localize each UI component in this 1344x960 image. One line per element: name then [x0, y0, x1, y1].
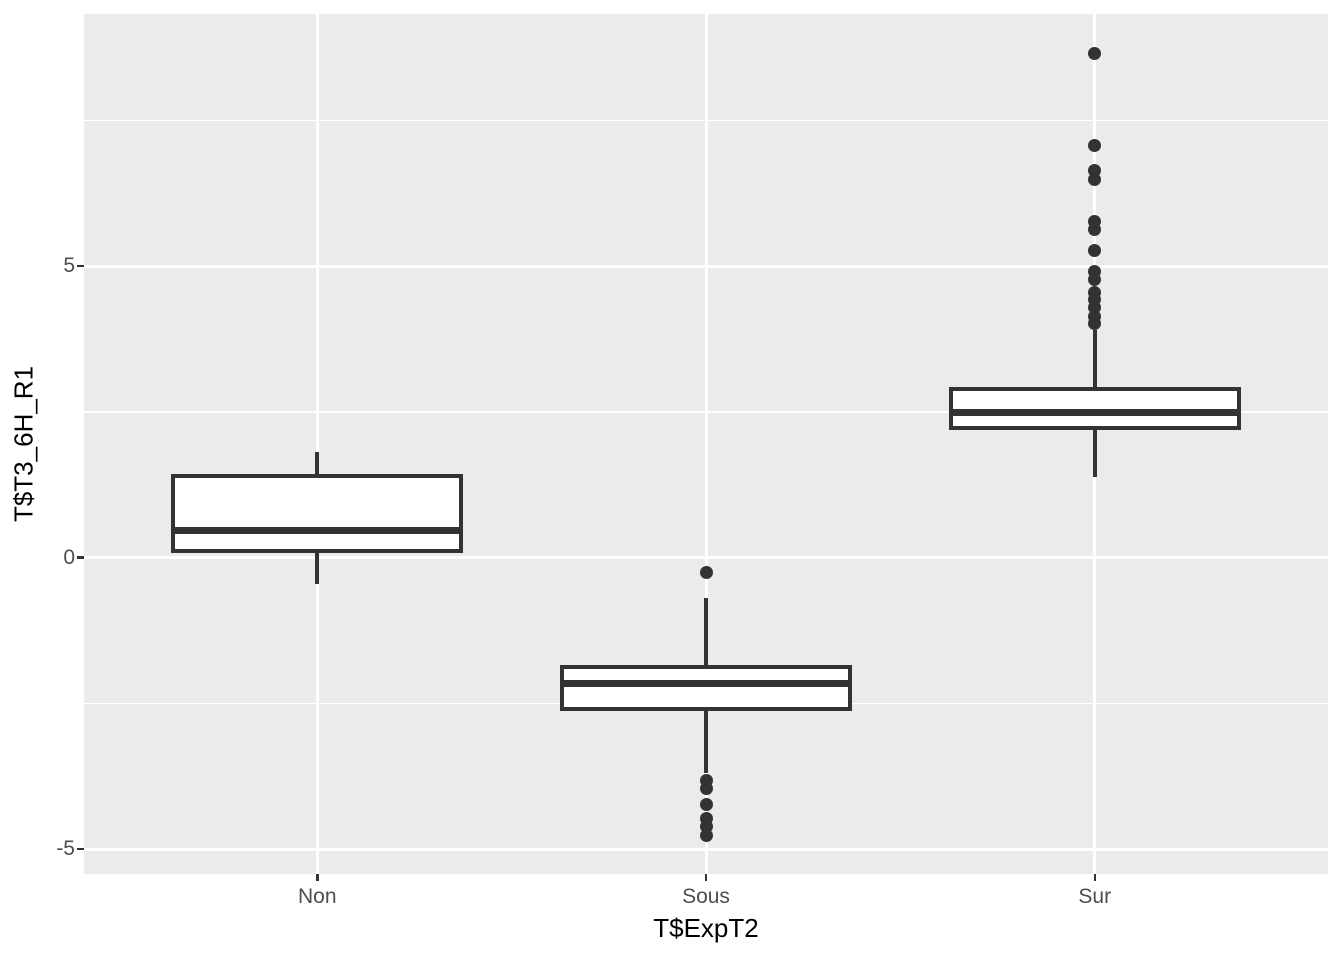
median-line — [948, 409, 1241, 417]
upper-whisker — [1092, 330, 1097, 387]
x-axis-title: T$ExpT2 — [653, 913, 759, 943]
boxplot-box — [560, 664, 852, 711]
outlier-point — [1088, 265, 1102, 279]
y-tick-label: 5 — [63, 254, 75, 277]
boxplot-box — [171, 474, 464, 554]
outlier-point — [1088, 244, 1102, 258]
median-line — [171, 526, 464, 534]
x-tick-mark — [704, 874, 708, 881]
major-gridline-vertical — [315, 14, 319, 874]
upper-whisker — [315, 451, 320, 475]
lower-whisker — [704, 710, 708, 774]
lower-whisker — [1092, 429, 1097, 478]
x-tick-label: Non — [297, 885, 337, 908]
boxplot-box — [948, 386, 1241, 430]
median-line — [560, 679, 852, 687]
outlier-point — [1088, 164, 1102, 178]
x-tick-label: Sur — [1078, 885, 1112, 908]
major-gridline-vertical — [704, 14, 708, 874]
y-tick-mark — [77, 847, 84, 851]
outlier-point — [1088, 285, 1102, 299]
outlier-point — [699, 828, 713, 842]
lower-whisker — [315, 553, 320, 584]
x-tick-mark — [1093, 874, 1096, 881]
outlier-point — [1088, 139, 1102, 153]
y-tick-label: 0 — [63, 545, 75, 569]
outlier-point — [1088, 214, 1102, 228]
y-tick-label: -5 — [56, 837, 75, 860]
outlier-point — [699, 565, 713, 579]
x-tick-mark — [316, 874, 319, 881]
outlier-point — [699, 782, 713, 796]
y-tick-mark — [77, 556, 84, 559]
plot-panel — [84, 14, 1328, 874]
outlier-point — [1088, 46, 1102, 60]
y-axis-title: T$T3_6H_R1 — [8, 365, 39, 523]
outlier-point — [699, 797, 713, 811]
x-tick-label: Sous — [682, 885, 730, 908]
y-tick-mark — [77, 264, 84, 268]
upper-whisker — [704, 597, 708, 665]
